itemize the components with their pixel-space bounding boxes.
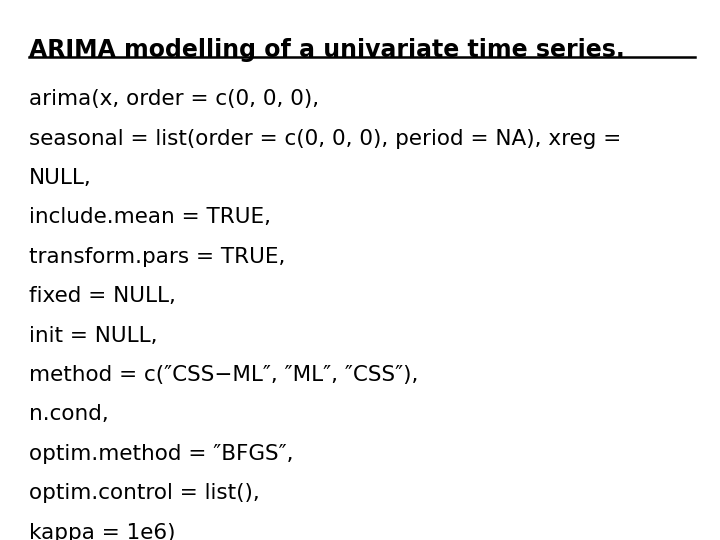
Text: seasonal = list(order = c(0, 0, 0), period = NA), xreg =: seasonal = list(order = c(0, 0, 0), peri…	[29, 129, 621, 148]
Text: NULL,: NULL,	[29, 168, 91, 188]
Text: fixed = NULL,: fixed = NULL,	[29, 286, 176, 306]
Text: ARIMA modelling of a univariate time series.: ARIMA modelling of a univariate time ser…	[29, 38, 624, 62]
Text: optim.method = ″BFGS″,: optim.method = ″BFGS″,	[29, 444, 293, 464]
Text: optim.control = list(),: optim.control = list(),	[29, 483, 259, 503]
Text: include.mean = TRUE,: include.mean = TRUE,	[29, 207, 271, 227]
Text: n.cond,: n.cond,	[29, 404, 109, 424]
Text: arima(x, order = c(0, 0, 0),: arima(x, order = c(0, 0, 0),	[29, 89, 319, 109]
Text: init = NULL,: init = NULL,	[29, 326, 157, 346]
Text: kappa = 1e6): kappa = 1e6)	[29, 523, 175, 540]
Text: transform.pars = TRUE,: transform.pars = TRUE,	[29, 247, 285, 267]
Text: method = c(″CSS−ML″, ″ML″, ″CSS″),: method = c(″CSS−ML″, ″ML″, ″CSS″),	[29, 365, 418, 385]
